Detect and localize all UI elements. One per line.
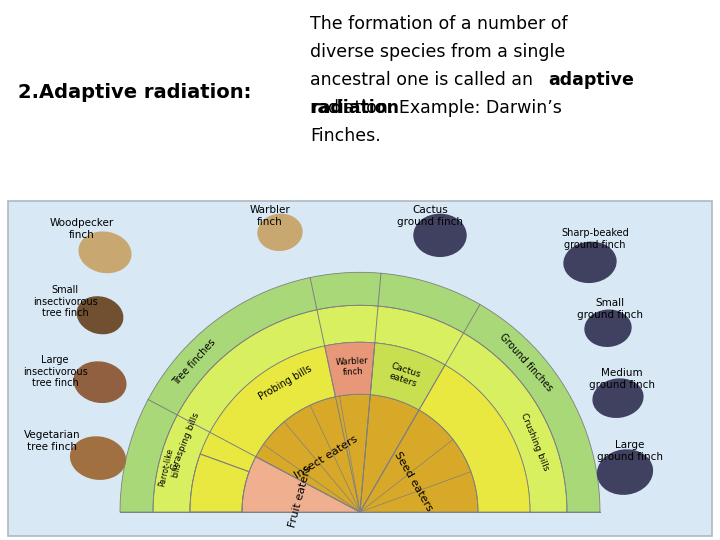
Polygon shape xyxy=(370,343,445,410)
Text: Finches.: Finches. xyxy=(310,127,381,145)
Text: diverse species from a single: diverse species from a single xyxy=(310,43,565,61)
Text: Warbler
finch: Warbler finch xyxy=(336,356,369,377)
Ellipse shape xyxy=(74,362,126,402)
Text: Small
insectivorous
tree finch: Small insectivorous tree finch xyxy=(32,285,97,319)
Polygon shape xyxy=(360,410,478,512)
Polygon shape xyxy=(153,305,567,512)
Text: Large
ground finch: Large ground finch xyxy=(597,440,663,462)
Text: Probing bills: Probing bills xyxy=(257,364,314,402)
Ellipse shape xyxy=(79,232,131,273)
Text: Small
ground finch: Small ground finch xyxy=(577,298,643,320)
Text: Medium
ground finch: Medium ground finch xyxy=(589,368,655,390)
Text: Vegetarian
tree finch: Vegetarian tree finch xyxy=(24,430,81,452)
Polygon shape xyxy=(120,272,600,512)
Text: 2.Adaptive radiation:: 2.Adaptive radiation: xyxy=(18,83,251,102)
Text: Crushing bills: Crushing bills xyxy=(519,411,551,471)
Text: Grasping bills: Grasping bills xyxy=(169,411,201,472)
Polygon shape xyxy=(256,394,370,512)
Text: Insect eaters: Insect eaters xyxy=(292,434,359,481)
Text: Cactus
eaters: Cactus eaters xyxy=(387,361,422,389)
Text: Parrot-like
bills: Parrot-like bills xyxy=(158,447,185,490)
Text: Woodpecker
finch: Woodpecker finch xyxy=(50,218,114,240)
Text: Sharp-beaked
ground finch: Sharp-beaked ground finch xyxy=(561,228,629,250)
Text: Warbler
finch: Warbler finch xyxy=(250,205,290,227)
Text: Seed eaters: Seed eaters xyxy=(392,450,434,513)
Text: Large
insectivorous
tree finch: Large insectivorous tree finch xyxy=(22,355,87,388)
Text: Fruit eaters: Fruit eaters xyxy=(288,464,314,528)
Ellipse shape xyxy=(258,214,302,251)
Ellipse shape xyxy=(71,437,125,479)
Text: Ground finches: Ground finches xyxy=(498,332,554,394)
Text: ancestral one is called an: ancestral one is called an xyxy=(310,71,539,89)
Text: The formation of a number of: The formation of a number of xyxy=(310,15,567,33)
Text: radiation: radiation xyxy=(310,99,399,117)
Text: radiation. Example: Darwin’s: radiation. Example: Darwin’s xyxy=(310,99,562,117)
Polygon shape xyxy=(242,457,360,512)
Ellipse shape xyxy=(564,242,616,282)
Text: Cactus
ground finch: Cactus ground finch xyxy=(397,205,463,227)
FancyBboxPatch shape xyxy=(8,201,712,536)
Text: adaptive: adaptive xyxy=(548,71,634,89)
Ellipse shape xyxy=(77,297,122,334)
Ellipse shape xyxy=(598,450,652,494)
Ellipse shape xyxy=(585,310,631,346)
Polygon shape xyxy=(190,454,249,512)
Polygon shape xyxy=(190,342,530,512)
Polygon shape xyxy=(325,342,375,397)
Text: Tree finches: Tree finches xyxy=(171,338,217,388)
Polygon shape xyxy=(360,395,419,512)
Ellipse shape xyxy=(414,214,466,256)
Ellipse shape xyxy=(593,379,643,417)
